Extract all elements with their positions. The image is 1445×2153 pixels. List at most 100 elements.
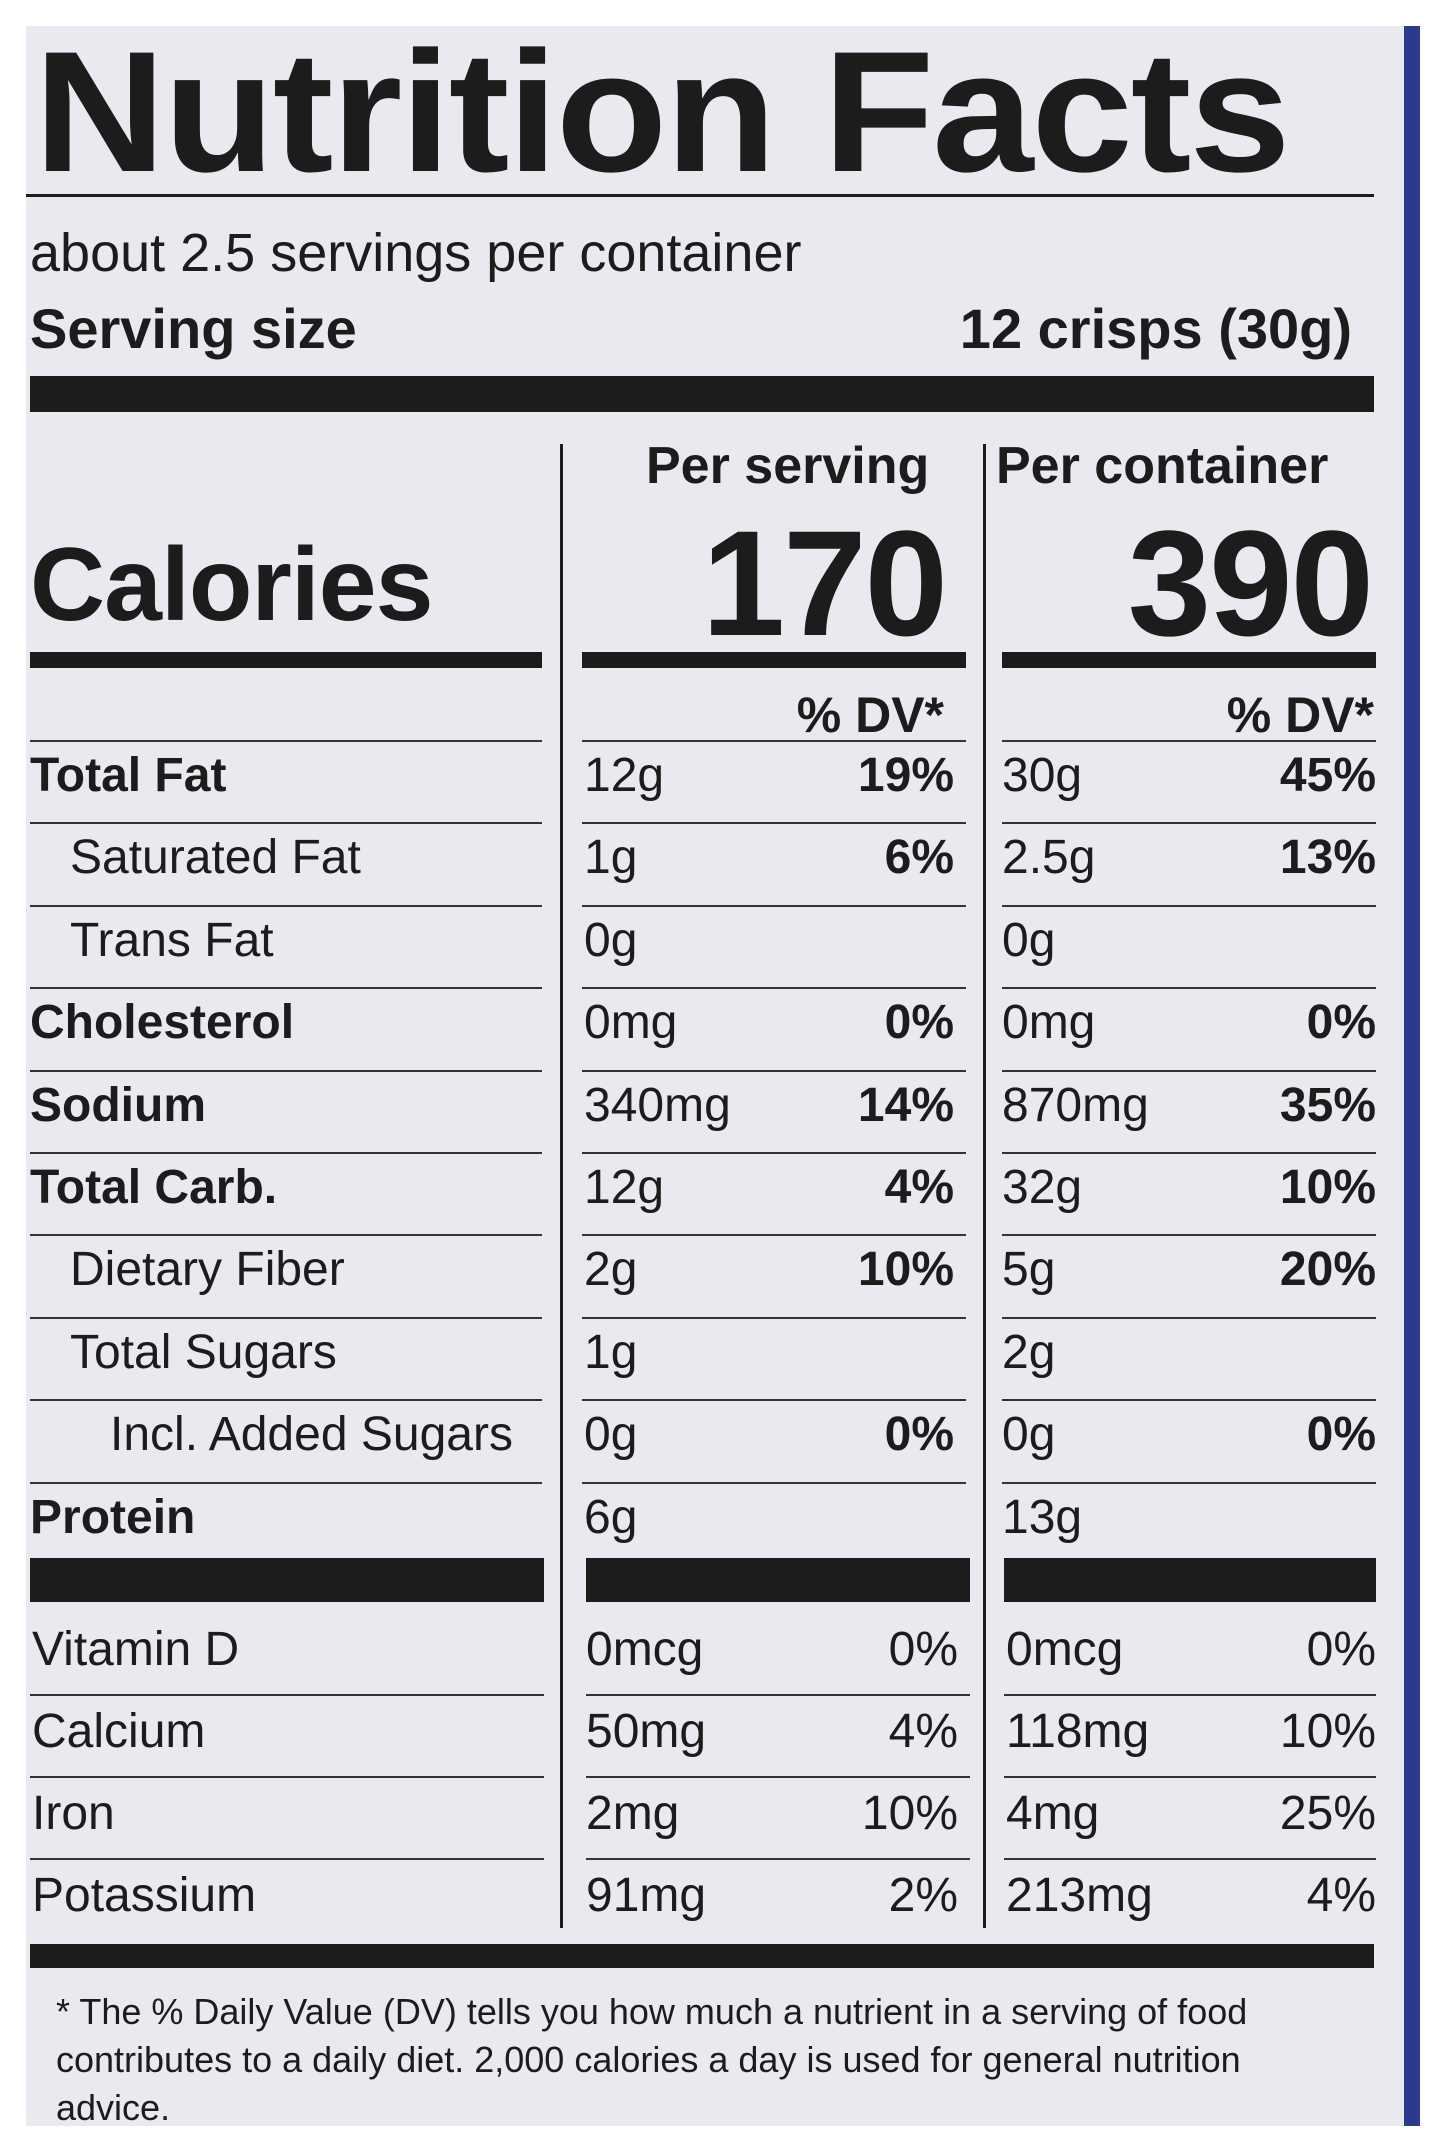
vitamin-rule-serving: [586, 1694, 970, 1696]
serving-size-label: Serving size: [30, 297, 357, 360]
nutrient-container-dv: 45%: [1279, 749, 1376, 802]
nutrient-serving-amount: 0g: [584, 913, 638, 967]
vitamin-container-dv: 0%: [1306, 1623, 1376, 1676]
nutrient-serving-dv: 0%: [884, 1408, 954, 1462]
vitamin-serving-amount: 50mg: [586, 1705, 707, 1758]
footnote: * The % Daily Value (DV) tells you how m…: [56, 1991, 1248, 2128]
vitamin-rule-label: [30, 1694, 544, 1696]
nutrient-container-amount: 2g: [1002, 1325, 1056, 1379]
nutrient-serving-amount: 2g: [584, 1243, 638, 1297]
nutrient-container-amount: 5g: [1002, 1243, 1056, 1297]
label-title: Nutrition Facts: [34, 16, 1291, 208]
nutrient-label: Sodium: [30, 1078, 206, 1132]
row-rule-container: [1002, 1069, 1376, 1072]
title-rule: [26, 194, 1374, 197]
nutrient-label: Protein: [30, 1490, 196, 1544]
row-rule-container: [1002, 1481, 1376, 1484]
vitamin-serving-dv: 2%: [888, 1869, 958, 1922]
vitamin-rule-label: [30, 1776, 544, 1778]
calories-label: Calories: [30, 527, 433, 643]
vitamin-container-dv: 25%: [1279, 1787, 1376, 1840]
row-rule-container: [1002, 740, 1376, 742]
row-rule-container: [1002, 1234, 1376, 1237]
vitamin-label: Vitamin D: [32, 1623, 240, 1676]
nutrient-label: Cholesterol: [30, 996, 295, 1050]
vitamin-label: Calcium: [32, 1705, 206, 1758]
row-rule-label: [30, 904, 542, 907]
row-rule-serving: [582, 740, 966, 742]
nutrient-container-dv: 13%: [1279, 831, 1376, 885]
vitamin-container-amount: 213mg: [1006, 1869, 1153, 1922]
nutrient-label: Dietary Fiber: [70, 1243, 345, 1297]
row-rule-label: [30, 1152, 542, 1154]
row-rule-container: [1002, 904, 1376, 907]
nutrient-serving-amount: 6g: [584, 1490, 638, 1544]
nutrient-container-amount: 13g: [1002, 1490, 1083, 1544]
nutrition-facts-label: Nutrition Facts about 2.5 servings per c…: [26, 16, 1420, 2128]
nutrient-container-amount: 32g: [1002, 1161, 1083, 1214]
nutrient-container-amount: 2.5g: [1002, 831, 1096, 885]
nutrient-label: Total Fat: [30, 749, 227, 802]
nutrient-container-dv: 10%: [1279, 1161, 1376, 1214]
vitamin-container-amount: 118mg: [1006, 1705, 1150, 1758]
vitamin-serving-amount: 2mg: [586, 1787, 680, 1840]
calories-divider-container: [1002, 652, 1376, 668]
vitamin-divider-label: [30, 1558, 544, 1602]
row-rule-label: [30, 1069, 542, 1072]
row-rule-label: [30, 1481, 542, 1484]
dv-header-container: % DV*: [1226, 687, 1374, 743]
serving-size-value: 12 crisps (30g): [959, 297, 1352, 360]
column-divider-1: [560, 444, 563, 1928]
row-rule-serving: [582, 1152, 966, 1154]
nutrient-container-amount: 0g: [1002, 1408, 1056, 1462]
calories-divider-serving: [582, 652, 966, 668]
vitamin-container-amount: 4mg: [1006, 1787, 1100, 1840]
row-rule-container: [1002, 822, 1376, 825]
nutrient-serving-dv: 14%: [857, 1078, 954, 1132]
vitamin-rule-serving: [586, 1858, 970, 1860]
row-rule-label: [30, 1234, 542, 1237]
nutrient-serving-dv: 0%: [884, 996, 954, 1050]
nutrient-serving-amount: 12g: [584, 749, 665, 802]
servings-per-container: about 2.5 servings per container: [30, 223, 802, 283]
row-rule-serving: [582, 1399, 966, 1402]
row-rule-label: [30, 822, 542, 825]
vitamin-rule-serving: [586, 1776, 970, 1778]
vitamin-container-dv: 4%: [1306, 1869, 1376, 1922]
nutrient-serving-amount: 1g: [584, 831, 638, 885]
vitamin-container-amount: 0mcg: [1006, 1623, 1124, 1676]
nutrient-container-amount: 870mg: [1002, 1078, 1149, 1132]
vitamin-rule-container: [1004, 1858, 1376, 1860]
nutrient-serving-amount: 1g: [584, 1325, 638, 1379]
vitamin-serving-dv: 4%: [888, 1705, 958, 1758]
row-rule-serving: [582, 1069, 966, 1072]
nutrient-serving-dv: 6%: [884, 831, 954, 885]
vitamin-rule-container: [1004, 1776, 1376, 1778]
vitamin-serving-amount: 0mcg: [586, 1623, 704, 1676]
vitamin-serving-amount: 91mg: [586, 1869, 707, 1922]
nutrient-serving-amount: 12g: [584, 1161, 665, 1214]
vitamin-serving-dv: 0%: [888, 1623, 958, 1676]
nutrient-serving-dv: 10%: [857, 1243, 954, 1297]
row-rule-label: [30, 987, 542, 990]
row-rule-container: [1002, 1152, 1376, 1154]
row-rule-serving: [582, 1481, 966, 1484]
row-rule-label: [30, 740, 542, 742]
vitamin-rule-label: [30, 1858, 544, 1860]
row-rule-label: [30, 1316, 542, 1319]
dv-header-serving: % DV*: [796, 687, 944, 743]
nutrient-label: Total Carb.: [30, 1161, 278, 1214]
nutrient-serving-dv: 4%: [884, 1161, 954, 1214]
row-rule-serving: [582, 1316, 966, 1319]
row-rule-container: [1002, 1399, 1376, 1402]
row-rule-label: [30, 1399, 542, 1402]
row-rule-serving: [582, 987, 966, 990]
row-rule-serving: [582, 904, 966, 907]
row-rule-container: [1002, 1316, 1376, 1319]
vitamin-divider-container: [1004, 1558, 1376, 1602]
calories-per-container: 390: [1127, 499, 1374, 667]
nutrient-label: Incl. Added Sugars: [110, 1408, 513, 1462]
nutrient-label: Total Sugars: [70, 1325, 337, 1379]
thick-divider-top: [30, 376, 1374, 412]
vitamin-rule-container: [1004, 1694, 1376, 1696]
